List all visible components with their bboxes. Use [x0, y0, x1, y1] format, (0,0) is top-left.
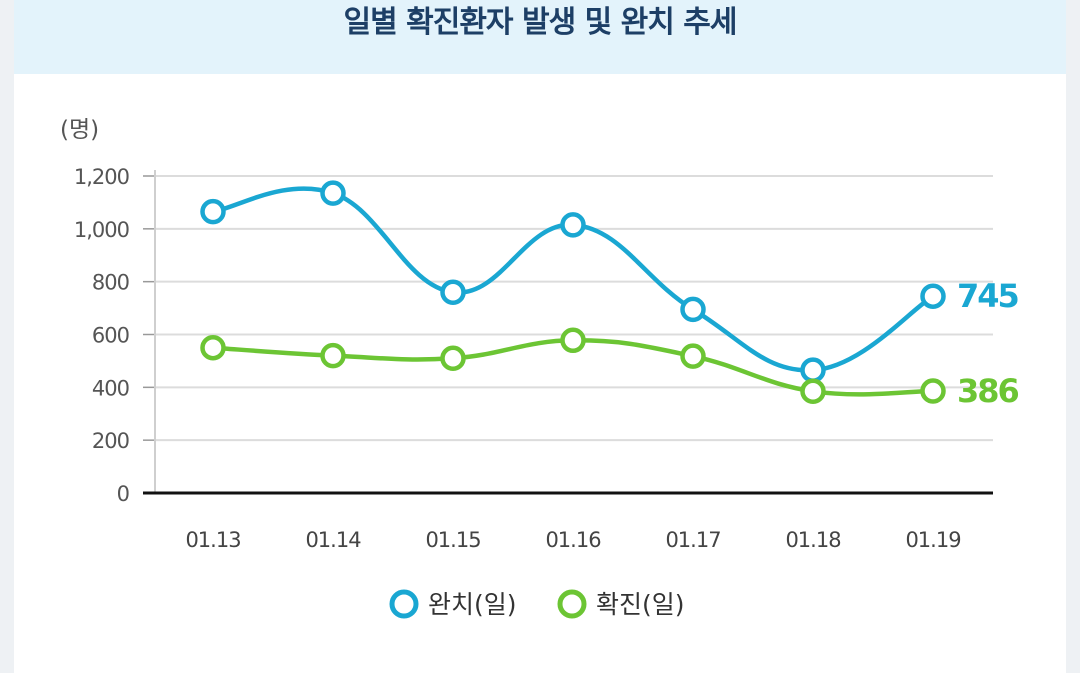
- data-point: [920, 378, 946, 404]
- chart-title: 일별 확진환자 발생 및 완치 추세: [343, 5, 737, 40]
- legend-label: 확진(일): [596, 590, 685, 619]
- y-unit-label: (명): [60, 117, 99, 143]
- legend: 완치(일) 확진(일): [389, 589, 685, 619]
- data-point: [920, 283, 946, 309]
- legend-marker: [557, 589, 587, 619]
- x-tick-label: 01.15: [425, 528, 480, 552]
- end-labels: 745 386: [957, 277, 1021, 410]
- data-point: [560, 212, 586, 238]
- y-tick-label: 0: [117, 482, 129, 506]
- data-point: [680, 343, 706, 369]
- legend-marker: [389, 589, 419, 619]
- x-tick-label: 01.17: [665, 528, 720, 552]
- series-points: [200, 180, 946, 405]
- y-tick-label: 600: [92, 324, 129, 348]
- x-tick-label: 01.13: [185, 528, 240, 552]
- y-tick-labels: 0 200 400 600 800 1,000 1,200: [74, 165, 130, 506]
- x-tick-label: 01.16: [545, 528, 601, 552]
- data-point: [560, 327, 586, 354]
- data-point: [800, 378, 826, 405]
- x-tick-label: 01.19: [905, 528, 960, 552]
- y-tick-label: 1,200: [74, 165, 129, 189]
- data-point: [440, 279, 466, 305]
- data-point: [320, 180, 346, 206]
- axes: [143, 170, 993, 495]
- y-tick-label: 800: [92, 271, 129, 295]
- chart-card: 일별 확진환자 발생 및 완치 추세: [14, 0, 1066, 673]
- data-point: [200, 334, 226, 361]
- x-tick-label: 01.18: [785, 528, 840, 552]
- data-point: [320, 342, 346, 369]
- data-point: [680, 296, 706, 323]
- y-tick-label: 200: [92, 429, 129, 453]
- x-tick-labels: 01.13 01.14 01.15 01.16 01.17 01.18 01.19: [185, 528, 961, 552]
- end-value-label: 386: [957, 372, 1019, 410]
- data-point: [200, 198, 226, 225]
- end-value-label: 745: [957, 277, 1019, 315]
- y-tick-label: 1,000: [74, 218, 129, 242]
- data-point: [440, 345, 466, 372]
- x-tick-label: 01.14: [305, 528, 361, 552]
- data-point: [800, 357, 826, 383]
- legend-label: 완치(일): [428, 590, 517, 619]
- y-tick-label: 400: [92, 376, 129, 400]
- chart-header: 일별 확진환자 발생 및 완치 추세: [14, 0, 1066, 74]
